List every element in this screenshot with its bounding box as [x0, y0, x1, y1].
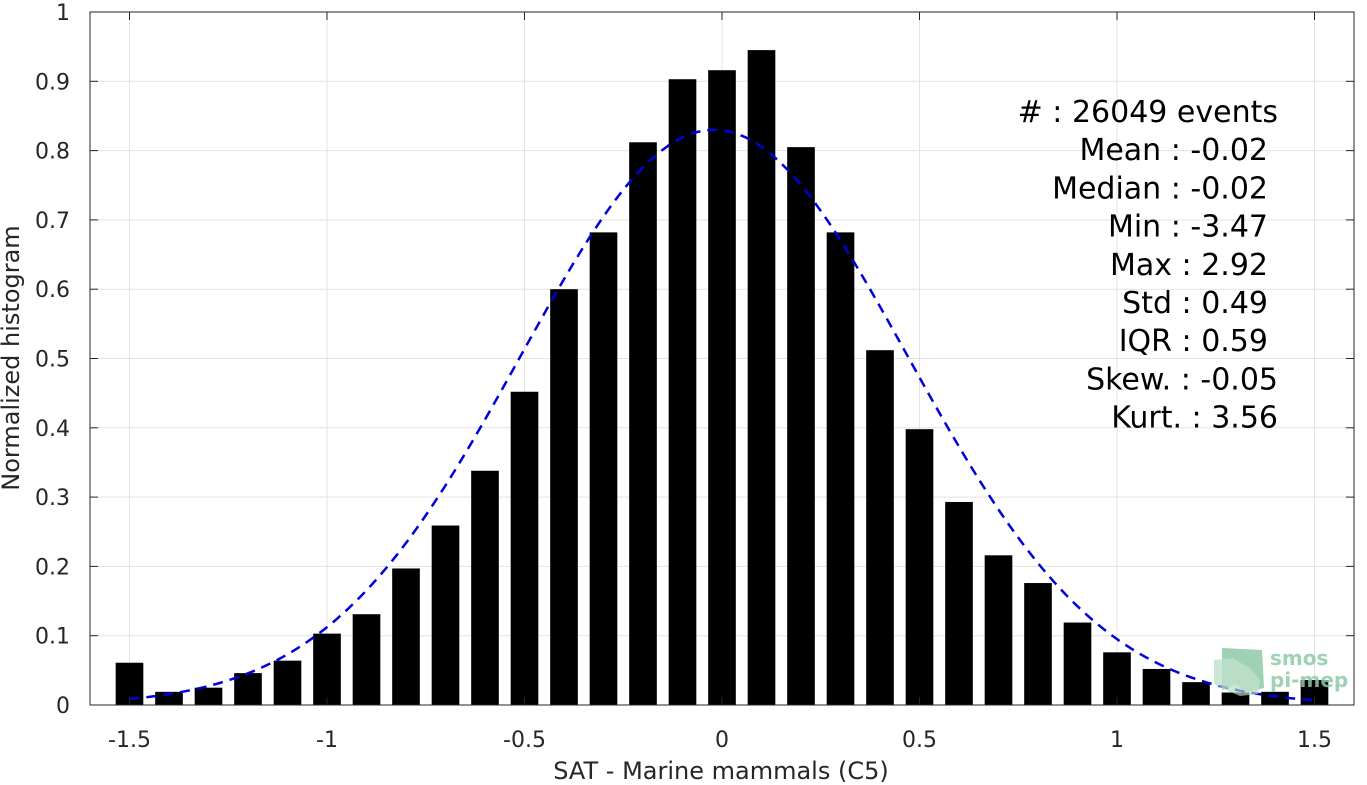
- histogram-bar: [1024, 583, 1052, 705]
- stat-line: Min : -3.47: [1108, 210, 1268, 245]
- histogram-bar: [866, 350, 894, 705]
- histogram-bar: [234, 673, 262, 705]
- histogram-bar: [510, 391, 539, 705]
- y-axis-label: Normalized histogram: [0, 225, 25, 490]
- y-tick-label: 0.1: [35, 625, 70, 650]
- stat-line: Kurt. : 3.56: [1111, 401, 1278, 436]
- histogram-bar: [194, 687, 223, 705]
- y-tick-label: 1: [56, 1, 70, 26]
- stat-line: Skew. : -0.05: [1086, 362, 1278, 397]
- histogram-bar: [905, 429, 934, 705]
- histogram-bars: [115, 50, 1329, 706]
- histogram-bar: [1103, 652, 1131, 705]
- histogram-bar: [708, 70, 736, 706]
- histogram-bar: [273, 660, 302, 705]
- logo-text-line1: smos: [1270, 646, 1328, 670]
- y-tick-label: 0.4: [35, 417, 70, 442]
- histogram-bar: [471, 470, 499, 705]
- x-axis-label: SAT - Marine mammals (C5): [553, 757, 888, 785]
- x-tick-label: -0.5: [503, 728, 546, 753]
- histogram-bar: [1142, 668, 1171, 705]
- x-tick-label: 0: [715, 728, 729, 753]
- smos-pimep-logo: smos pi-mep: [1214, 646, 1348, 696]
- gaussian-fit-curve: [129, 128, 1315, 702]
- wave-logo-icon-layer: [1214, 658, 1260, 696]
- x-tick-label: -1.5: [108, 728, 151, 753]
- histogram-bar: [1182, 682, 1210, 705]
- x-tick-label: 0.5: [902, 728, 937, 753]
- x-axis-ticks: -1.5 -1 -0.5 0 0.5 1 1.5: [108, 12, 1332, 753]
- x-tick-label: 1: [1110, 728, 1124, 753]
- y-tick-label: 0.2: [35, 555, 70, 580]
- y-tick-label: 0.6: [35, 278, 70, 303]
- y-tick-label: 0.7: [35, 209, 70, 234]
- histogram-bar: [392, 568, 420, 705]
- histogram-bar: [945, 501, 973, 705]
- stat-line: Std : 0.49: [1122, 286, 1268, 321]
- histogram-bar: [550, 289, 578, 705]
- histogram-bar: [1261, 691, 1289, 705]
- stat-line: Mean : -0.02: [1079, 133, 1268, 168]
- logo-text-line2: pi-mep: [1270, 668, 1348, 692]
- y-axis-ticks: 0 0.1 0.2 0.3 0.4 0.5 0.6 0.7 0.8 0.9 1: [35, 1, 1354, 719]
- stat-line: IQR : 0.59: [1119, 324, 1268, 359]
- histogram-bar: [787, 147, 815, 705]
- y-tick-label: 0.5: [35, 348, 70, 373]
- x-tick-label: -1: [316, 728, 338, 753]
- x-tick-label: 1.5: [1297, 728, 1332, 753]
- histogram-bar: [1063, 622, 1092, 705]
- histogram-bar: [826, 232, 855, 705]
- histogram-bar: [313, 633, 341, 705]
- histogram-bar: [629, 142, 657, 705]
- histogram-bar: [984, 555, 1013, 705]
- y-tick-label: 0.8: [35, 140, 70, 165]
- histogram-bar: [589, 232, 618, 705]
- histogram-bar: [668, 79, 697, 705]
- y-tick-label: 0: [56, 694, 70, 719]
- histogram-bar: [155, 691, 183, 705]
- histogram-bar: [747, 50, 776, 706]
- y-tick-label: 0.3: [35, 486, 70, 511]
- stat-line: Max : 2.92: [1110, 248, 1268, 283]
- stat-line: Median : -0.02: [1052, 171, 1268, 206]
- y-tick-label: 0.9: [35, 70, 70, 95]
- stat-line: # : 26049 events: [1018, 95, 1278, 130]
- histogram-bar: [352, 614, 381, 705]
- histogram-bar: [431, 525, 460, 705]
